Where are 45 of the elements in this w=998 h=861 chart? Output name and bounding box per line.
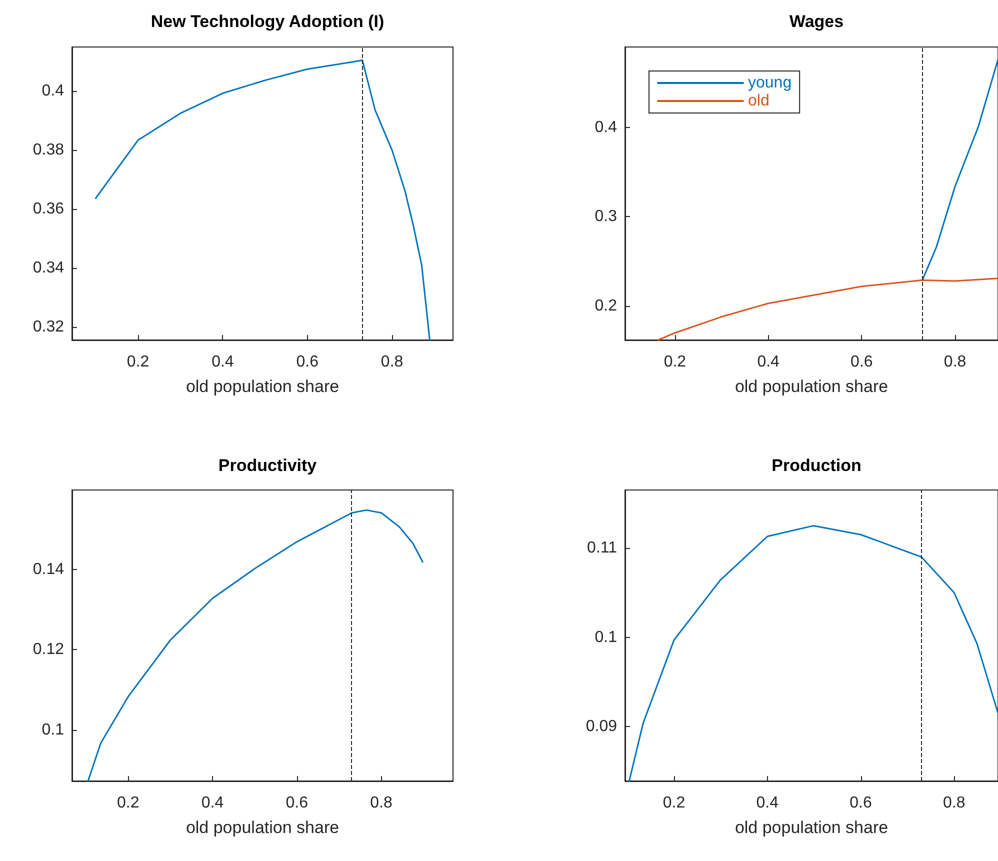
x-tick-label: 0.8	[380, 354, 404, 370]
text: young	[748, 74, 792, 92]
x-tick-label: 0.6	[286, 794, 308, 812]
y-tick-label: 0.14	[32, 560, 64, 578]
chart-title: Wages	[789, 12, 844, 31]
y-tick-label: 0.1	[42, 722, 64, 739]
line-series	[922, 58, 998, 281]
x-tick-label: 0.4	[212, 354, 234, 370]
line-series	[87, 509, 424, 782]
x-tick-label: 0.2	[116, 794, 140, 812]
chart-title: Productivity	[218, 456, 318, 475]
y-tick-label: 0.32	[32, 318, 64, 336]
x-tick-label: 0.4	[757, 354, 780, 370]
y-tick-label: 0.4	[594, 118, 618, 136]
y-tick-label: 0.3	[594, 208, 618, 226]
x-tick-label: 0.6	[296, 354, 319, 370]
y-tick-label: 0.12	[32, 641, 64, 658]
x-tick-label: 0.8	[944, 354, 966, 370]
line-series	[94, 60, 430, 341]
x-tick-label: 0.2	[664, 354, 686, 370]
y-tick-label: 0.11	[587, 540, 618, 557]
x-tick-label: 0.2	[126, 354, 150, 370]
y-tick-label: 0.4	[42, 82, 64, 100]
x-tick-label: 0.4	[201, 794, 224, 812]
x-tick-label: 0.8	[370, 794, 392, 812]
line-series	[628, 524, 998, 782]
y-tick-label: 0.09	[586, 718, 618, 736]
y-tick-label: 0.2	[594, 298, 618, 315]
y-tick-label: 0.36	[32, 200, 64, 218]
x-axis-title: old population share	[186, 377, 340, 396]
line-series	[657, 278, 998, 341]
text: old	[748, 92, 770, 110]
x-tick-label: 0.8	[942, 794, 966, 812]
x-tick-label: 0.2	[662, 794, 686, 812]
chart-title: New Technology Adoption (I)	[150, 12, 384, 31]
chart-title: Production	[772, 456, 862, 475]
x-axis-title: old population share	[734, 377, 888, 396]
y-tick-label: 0.34	[32, 260, 64, 277]
x-axis-title: old population share	[734, 818, 888, 837]
x-tick-label: 0.6	[850, 794, 872, 812]
y-tick-label: 0.38	[32, 142, 64, 159]
x-tick-label: 0.4	[756, 794, 779, 812]
x-axis-title: old population share	[186, 818, 340, 837]
y-tick-label: 0.1	[594, 628, 618, 646]
x-tick-label: 0.6	[850, 354, 873, 370]
